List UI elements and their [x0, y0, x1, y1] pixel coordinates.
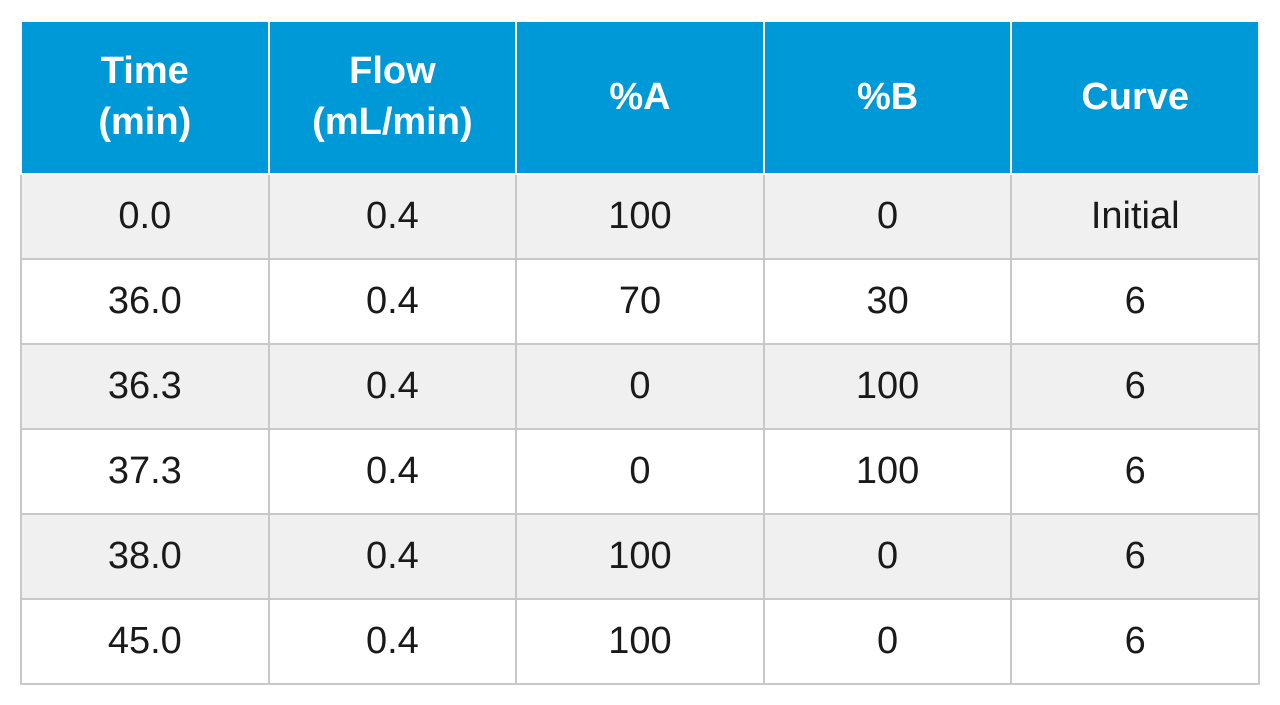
cell-pct-a: 0: [516, 344, 764, 429]
table-body: 0.0 0.4 100 0 Initial 36.0 0.4 70 30 6 3…: [21, 174, 1259, 684]
col-header-pct-b: %B: [764, 21, 1012, 174]
cell-pct-b: 30: [764, 259, 1012, 344]
table-row: 36.3 0.4 0 100 6: [21, 344, 1259, 429]
cell-pct-a: 100: [516, 514, 764, 599]
col-header-pct-a: %A: [516, 21, 764, 174]
cell-time: 0.0: [21, 174, 269, 259]
cell-flow: 0.4: [269, 429, 517, 514]
table-row: 36.0 0.4 70 30 6: [21, 259, 1259, 344]
cell-pct-b: 0: [764, 514, 1012, 599]
cell-time: 37.3: [21, 429, 269, 514]
cell-curve: Initial: [1011, 174, 1259, 259]
cell-time: 36.3: [21, 344, 269, 429]
cell-pct-a: 100: [516, 599, 764, 684]
table-row: 0.0 0.4 100 0 Initial: [21, 174, 1259, 259]
cell-flow: 0.4: [269, 174, 517, 259]
cell-curve: 6: [1011, 599, 1259, 684]
col-header-time: Time(min): [21, 21, 269, 174]
table-header: Time(min) Flow(mL/min) %A %B Curve: [21, 21, 1259, 174]
cell-flow: 0.4: [269, 599, 517, 684]
cell-pct-b: 100: [764, 429, 1012, 514]
table-row: 45.0 0.4 100 0 6: [21, 599, 1259, 684]
cell-pct-a: 100: [516, 174, 764, 259]
cell-pct-b: 100: [764, 344, 1012, 429]
cell-flow: 0.4: [269, 259, 517, 344]
cell-pct-a: 70: [516, 259, 764, 344]
col-header-curve: Curve: [1011, 21, 1259, 174]
cell-time: 38.0: [21, 514, 269, 599]
cell-pct-b: 0: [764, 174, 1012, 259]
cell-curve: 6: [1011, 344, 1259, 429]
table-header-row: Time(min) Flow(mL/min) %A %B Curve: [21, 21, 1259, 174]
gradient-table-wrapper: Time(min) Flow(mL/min) %A %B Curve 0.0 0…: [20, 20, 1260, 685]
cell-curve: 6: [1011, 429, 1259, 514]
cell-time: 36.0: [21, 259, 269, 344]
cell-pct-a: 0: [516, 429, 764, 514]
table-row: 38.0 0.4 100 0 6: [21, 514, 1259, 599]
cell-flow: 0.4: [269, 344, 517, 429]
gradient-table: Time(min) Flow(mL/min) %A %B Curve 0.0 0…: [20, 20, 1260, 685]
table-row: 37.3 0.4 0 100 6: [21, 429, 1259, 514]
col-header-flow: Flow(mL/min): [269, 21, 517, 174]
cell-time: 45.0: [21, 599, 269, 684]
cell-pct-b: 0: [764, 599, 1012, 684]
cell-curve: 6: [1011, 259, 1259, 344]
cell-flow: 0.4: [269, 514, 517, 599]
cell-curve: 6: [1011, 514, 1259, 599]
